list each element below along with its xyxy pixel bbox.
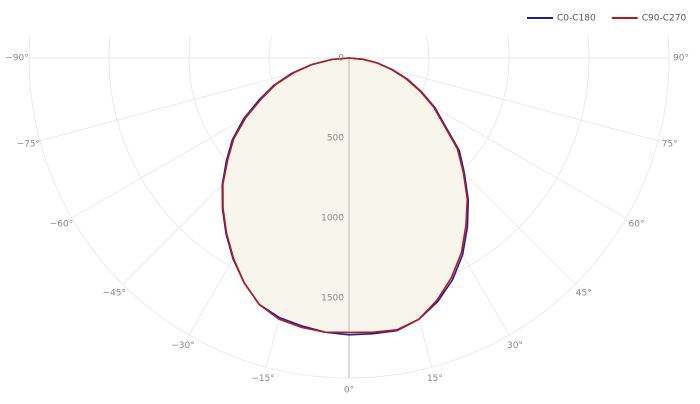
radial-tick-label: 1500 [321, 294, 344, 304]
angle-tick-label: 0° [344, 386, 354, 396]
angle-tick-label: 45° [576, 288, 592, 298]
plot [221, 57, 470, 378]
angle-tick-label: 90° [673, 54, 689, 64]
legend-label: C0-C180 [557, 14, 596, 24]
angle-tick-label: −75° [17, 139, 41, 149]
grid-spoke [348, 57, 659, 142]
area [222, 58, 469, 335]
series-line [222, 57, 469, 334]
angle-tick-label: −30° [171, 341, 195, 351]
angle-tick-label: −60° [50, 220, 74, 230]
angle-tick-label: 30° [507, 341, 523, 351]
legend-label: C90-C270 [642, 14, 687, 24]
radial-tick-label: 0 [338, 54, 344, 64]
angle-tick-label: −15° [251, 374, 275, 384]
angle-tick-label: −90° [5, 54, 29, 64]
angle-tick-label: 75° [662, 139, 678, 149]
radial-tick-label: 500 [327, 134, 344, 144]
legend: C0-C180 C90-C270 [527, 14, 686, 24]
angle-tick-label: 15° [427, 374, 443, 384]
series-line [221, 57, 470, 336]
angle-tick-label: −45° [102, 288, 126, 298]
angle-tick-label: 60° [629, 220, 645, 230]
radial-tick-label: 1000 [321, 214, 344, 224]
